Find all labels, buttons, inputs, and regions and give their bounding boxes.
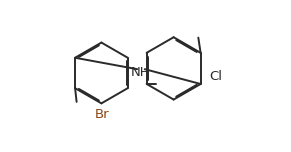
Text: Cl: Cl <box>210 70 223 83</box>
Text: Br: Br <box>95 108 109 121</box>
Text: NH: NH <box>131 66 150 79</box>
